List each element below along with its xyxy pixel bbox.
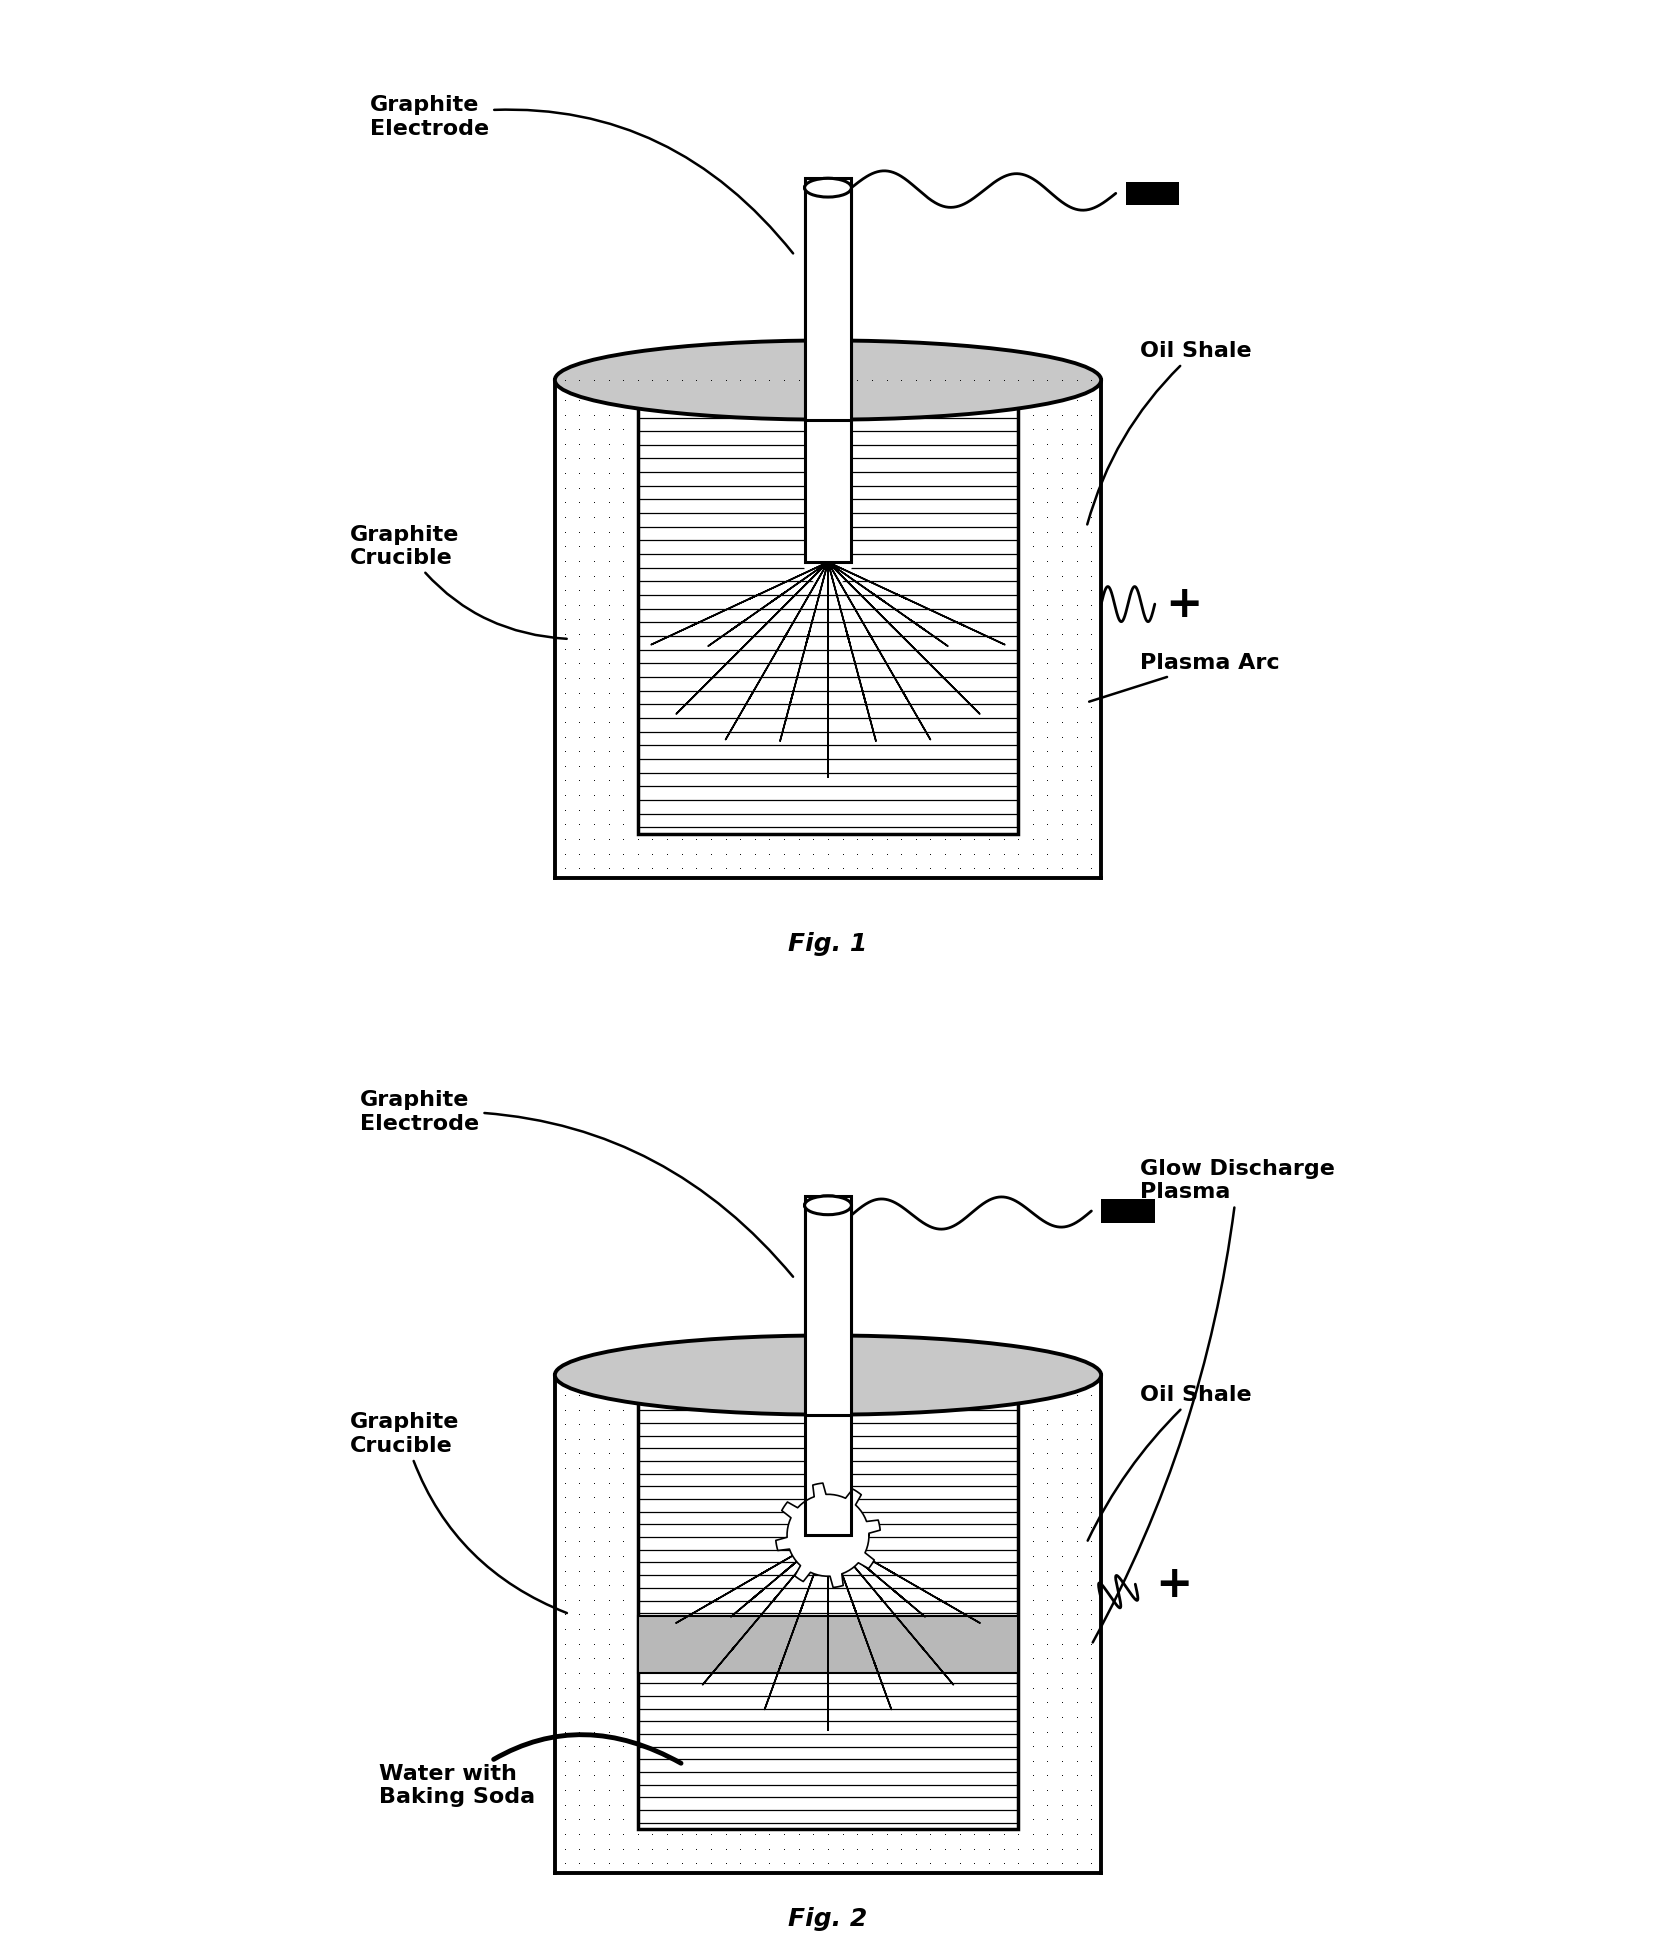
Bar <box>637 396 1018 833</box>
Polygon shape <box>813 546 995 730</box>
Text: Graphite
Crucible: Graphite Crucible <box>349 525 566 638</box>
Polygon shape <box>811 1526 996 1633</box>
Polygon shape <box>808 554 1024 654</box>
Polygon shape <box>823 542 880 763</box>
Ellipse shape <box>804 1196 851 1215</box>
Text: +: + <box>1165 583 1202 626</box>
Ellipse shape <box>804 1196 851 1215</box>
Polygon shape <box>660 546 842 730</box>
Bar <box>804 1196 851 1414</box>
Bar <box>637 1615 1018 1674</box>
Text: Water with
Baking Soda: Water with Baking Soda <box>379 1734 680 1807</box>
Polygon shape <box>758 1518 834 1729</box>
Polygon shape <box>715 1522 842 1629</box>
Bar <box>804 178 851 419</box>
Polygon shape <box>775 1483 880 1588</box>
Text: Fig. 1: Fig. 1 <box>788 933 867 956</box>
Ellipse shape <box>804 178 851 197</box>
Bar <box>804 1206 851 1535</box>
Polygon shape <box>813 1522 940 1629</box>
Bar <box>637 1391 1018 1830</box>
Text: Plasma Arc: Plasma Arc <box>1089 654 1279 702</box>
Text: Glow Discharge
Plasma: Glow Discharge Plasma <box>1092 1159 1334 1643</box>
Bar <box>554 380 1101 878</box>
Text: Graphite
Crucible: Graphite Crucible <box>349 1413 566 1613</box>
Text: Oil Shale: Oil Shale <box>1087 1385 1251 1541</box>
Polygon shape <box>690 1520 841 1699</box>
Text: Graphite
Electrode: Graphite Electrode <box>369 96 793 254</box>
Circle shape <box>803 538 852 587</box>
Polygon shape <box>818 544 940 759</box>
Bar <box>1125 181 1178 205</box>
Text: Graphite
Electrode: Graphite Electrode <box>359 1091 793 1276</box>
Text: Fig. 2: Fig. 2 <box>788 1908 867 1931</box>
Text: Oil Shale: Oil Shale <box>1087 341 1251 525</box>
Polygon shape <box>715 544 837 759</box>
Ellipse shape <box>804 178 851 197</box>
Polygon shape <box>690 550 846 657</box>
Polygon shape <box>809 550 965 657</box>
Polygon shape <box>814 1520 965 1699</box>
Ellipse shape <box>554 1334 1101 1414</box>
Bar <box>1101 1200 1154 1223</box>
Ellipse shape <box>554 339 1101 419</box>
Polygon shape <box>659 1526 844 1633</box>
Text: +: + <box>1155 1563 1192 1606</box>
Polygon shape <box>631 554 847 654</box>
Polygon shape <box>775 542 832 763</box>
Bar <box>804 187 851 562</box>
Polygon shape <box>821 1518 897 1729</box>
